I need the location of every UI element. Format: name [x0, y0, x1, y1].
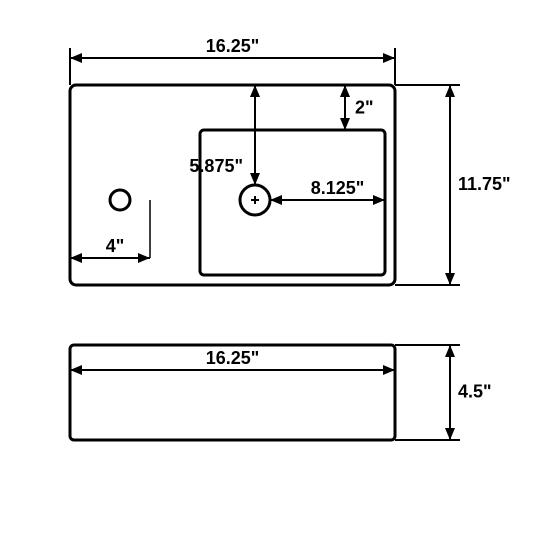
dim-faucet-left-label: 4": [106, 236, 125, 256]
dim-height-side-label: 4.5": [458, 382, 492, 402]
dim-drain-top-label: 5.875": [189, 156, 243, 176]
dim-width-top: 16.25": [70, 36, 395, 63]
dim-basin-offset-label: 2": [355, 98, 374, 118]
dim-basin-offset: 2": [340, 85, 374, 130]
dim-width-side-label: 16.25": [206, 348, 260, 368]
dim-drain-right: 8.125": [270, 178, 385, 205]
basin-rect: [200, 130, 385, 275]
dim-height-side: 4.5": [445, 345, 492, 440]
dim-height-top-label: 11.75": [458, 174, 511, 194]
dim-width-side: 16.25": [70, 348, 395, 375]
faucet-hole-circle: [110, 190, 130, 210]
technical-drawing: 16.25" 11.75" 2" 5.875" 8.125" 4" 16.25" 4.5": [0, 0, 550, 550]
dim-height-top: 11.75": [445, 85, 511, 285]
dim-drain-right-label: 8.125": [311, 178, 365, 198]
dim-width-top-label: 16.25": [206, 36, 260, 56]
dim-faucet-left: 4": [70, 200, 150, 263]
